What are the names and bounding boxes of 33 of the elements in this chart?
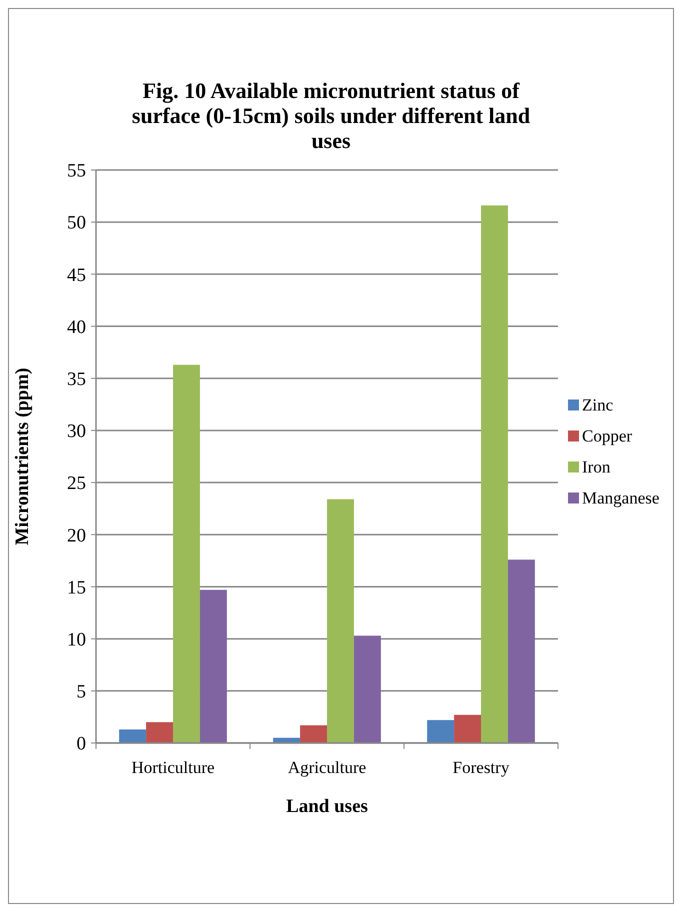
x-tick-label: Agriculture bbox=[288, 758, 366, 777]
x-axis-title: Land uses bbox=[286, 796, 368, 817]
y-axis-title: Micronutrients (ppm) bbox=[12, 368, 33, 546]
y-tick-label: 25 bbox=[67, 473, 86, 494]
y-tick-label: 5 bbox=[76, 682, 86, 703]
legend-label: Iron bbox=[582, 457, 611, 476]
bar bbox=[300, 725, 327, 743]
bar bbox=[481, 205, 508, 743]
y-tick-label: 10 bbox=[67, 629, 86, 650]
legend-label: Zinc bbox=[582, 395, 614, 414]
legend-label: Copper bbox=[582, 426, 632, 446]
bar bbox=[354, 636, 381, 743]
bar bbox=[173, 364, 200, 743]
bar bbox=[327, 499, 354, 743]
legend-label: Manganese bbox=[582, 488, 660, 508]
y-tick-label: 30 bbox=[67, 421, 86, 442]
bar bbox=[427, 720, 454, 743]
y-tick-label: 50 bbox=[67, 212, 86, 234]
y-tick-label: 0 bbox=[76, 734, 86, 755]
y-tick-label: 20 bbox=[67, 525, 86, 546]
y-tick-label: 15 bbox=[67, 577, 86, 598]
bar bbox=[508, 560, 535, 743]
x-tick-label: Forestry bbox=[452, 758, 510, 777]
y-tick-label: 45 bbox=[67, 264, 86, 286]
y-tick-label: 55 bbox=[67, 160, 86, 182]
bar bbox=[146, 722, 173, 743]
y-tick-label: 35 bbox=[67, 369, 86, 390]
chart-title: Fig. 10 Available micronutrient status of surface (0-15cm) soils under different land uses bbox=[132, 78, 530, 153]
bar bbox=[454, 714, 481, 743]
bar bbox=[200, 590, 227, 743]
y-tick-label: 40 bbox=[67, 316, 86, 338]
bar bbox=[119, 729, 146, 743]
x-tick-label: Horticulture bbox=[131, 758, 215, 777]
